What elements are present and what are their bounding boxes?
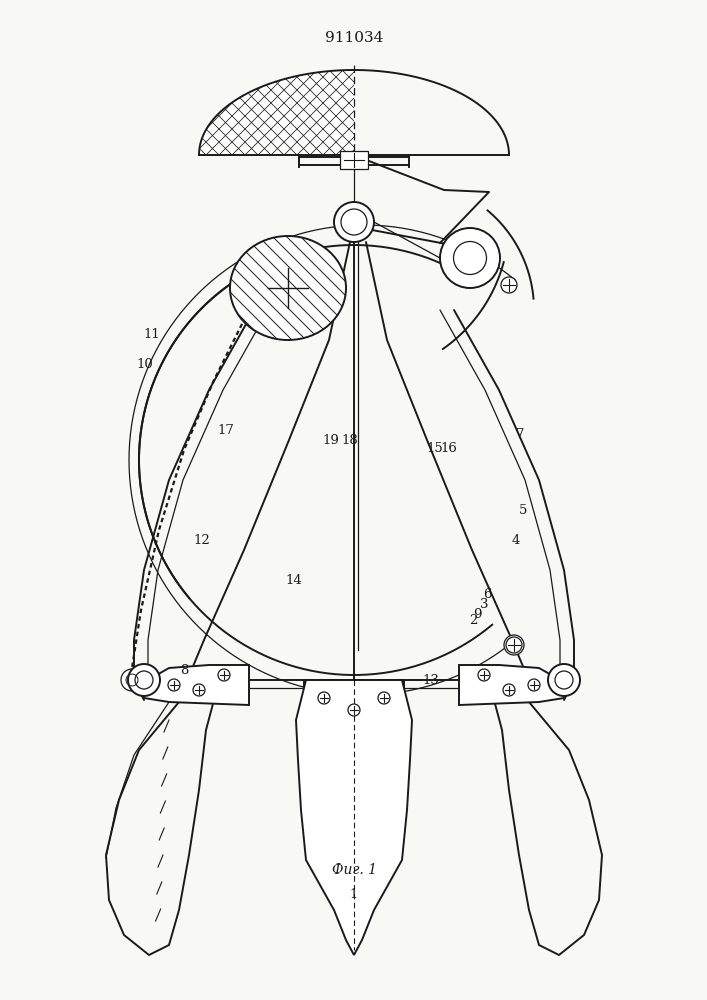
Text: 18: 18 xyxy=(341,434,358,446)
Circle shape xyxy=(128,664,160,696)
Ellipse shape xyxy=(230,236,346,340)
Circle shape xyxy=(218,669,230,681)
Text: 2: 2 xyxy=(469,613,478,626)
Text: 6: 6 xyxy=(484,588,492,601)
Circle shape xyxy=(168,679,180,691)
Bar xyxy=(340,151,368,169)
Text: 12: 12 xyxy=(193,534,210,546)
Polygon shape xyxy=(139,665,249,705)
Circle shape xyxy=(378,692,390,704)
Text: 15: 15 xyxy=(426,442,443,454)
Circle shape xyxy=(121,669,143,691)
Text: 1: 1 xyxy=(349,888,358,902)
Text: 14: 14 xyxy=(285,574,302,586)
Circle shape xyxy=(318,692,330,704)
Circle shape xyxy=(528,679,540,691)
Polygon shape xyxy=(459,665,569,705)
Polygon shape xyxy=(296,680,412,955)
Text: 5: 5 xyxy=(519,504,527,516)
Circle shape xyxy=(548,664,580,696)
Circle shape xyxy=(501,277,517,293)
Circle shape xyxy=(504,635,524,655)
Text: 13: 13 xyxy=(423,674,440,686)
Text: 19: 19 xyxy=(322,434,339,446)
Text: 11: 11 xyxy=(144,328,160,342)
Circle shape xyxy=(193,684,205,696)
Circle shape xyxy=(334,202,374,242)
Text: 8: 8 xyxy=(180,664,188,676)
Text: 911034: 911034 xyxy=(325,31,383,45)
Text: 3: 3 xyxy=(480,598,489,611)
Text: 4: 4 xyxy=(512,534,520,546)
Text: 17: 17 xyxy=(218,424,235,436)
Text: 9: 9 xyxy=(473,608,481,621)
Circle shape xyxy=(348,704,360,716)
Text: Фиг. 1: Фиг. 1 xyxy=(332,863,377,877)
Circle shape xyxy=(506,637,522,653)
Circle shape xyxy=(440,228,500,288)
Polygon shape xyxy=(199,70,354,155)
Text: 16: 16 xyxy=(440,442,457,454)
Circle shape xyxy=(503,684,515,696)
Text: 7: 7 xyxy=(515,428,524,442)
Text: 10: 10 xyxy=(136,359,153,371)
Circle shape xyxy=(478,669,490,681)
